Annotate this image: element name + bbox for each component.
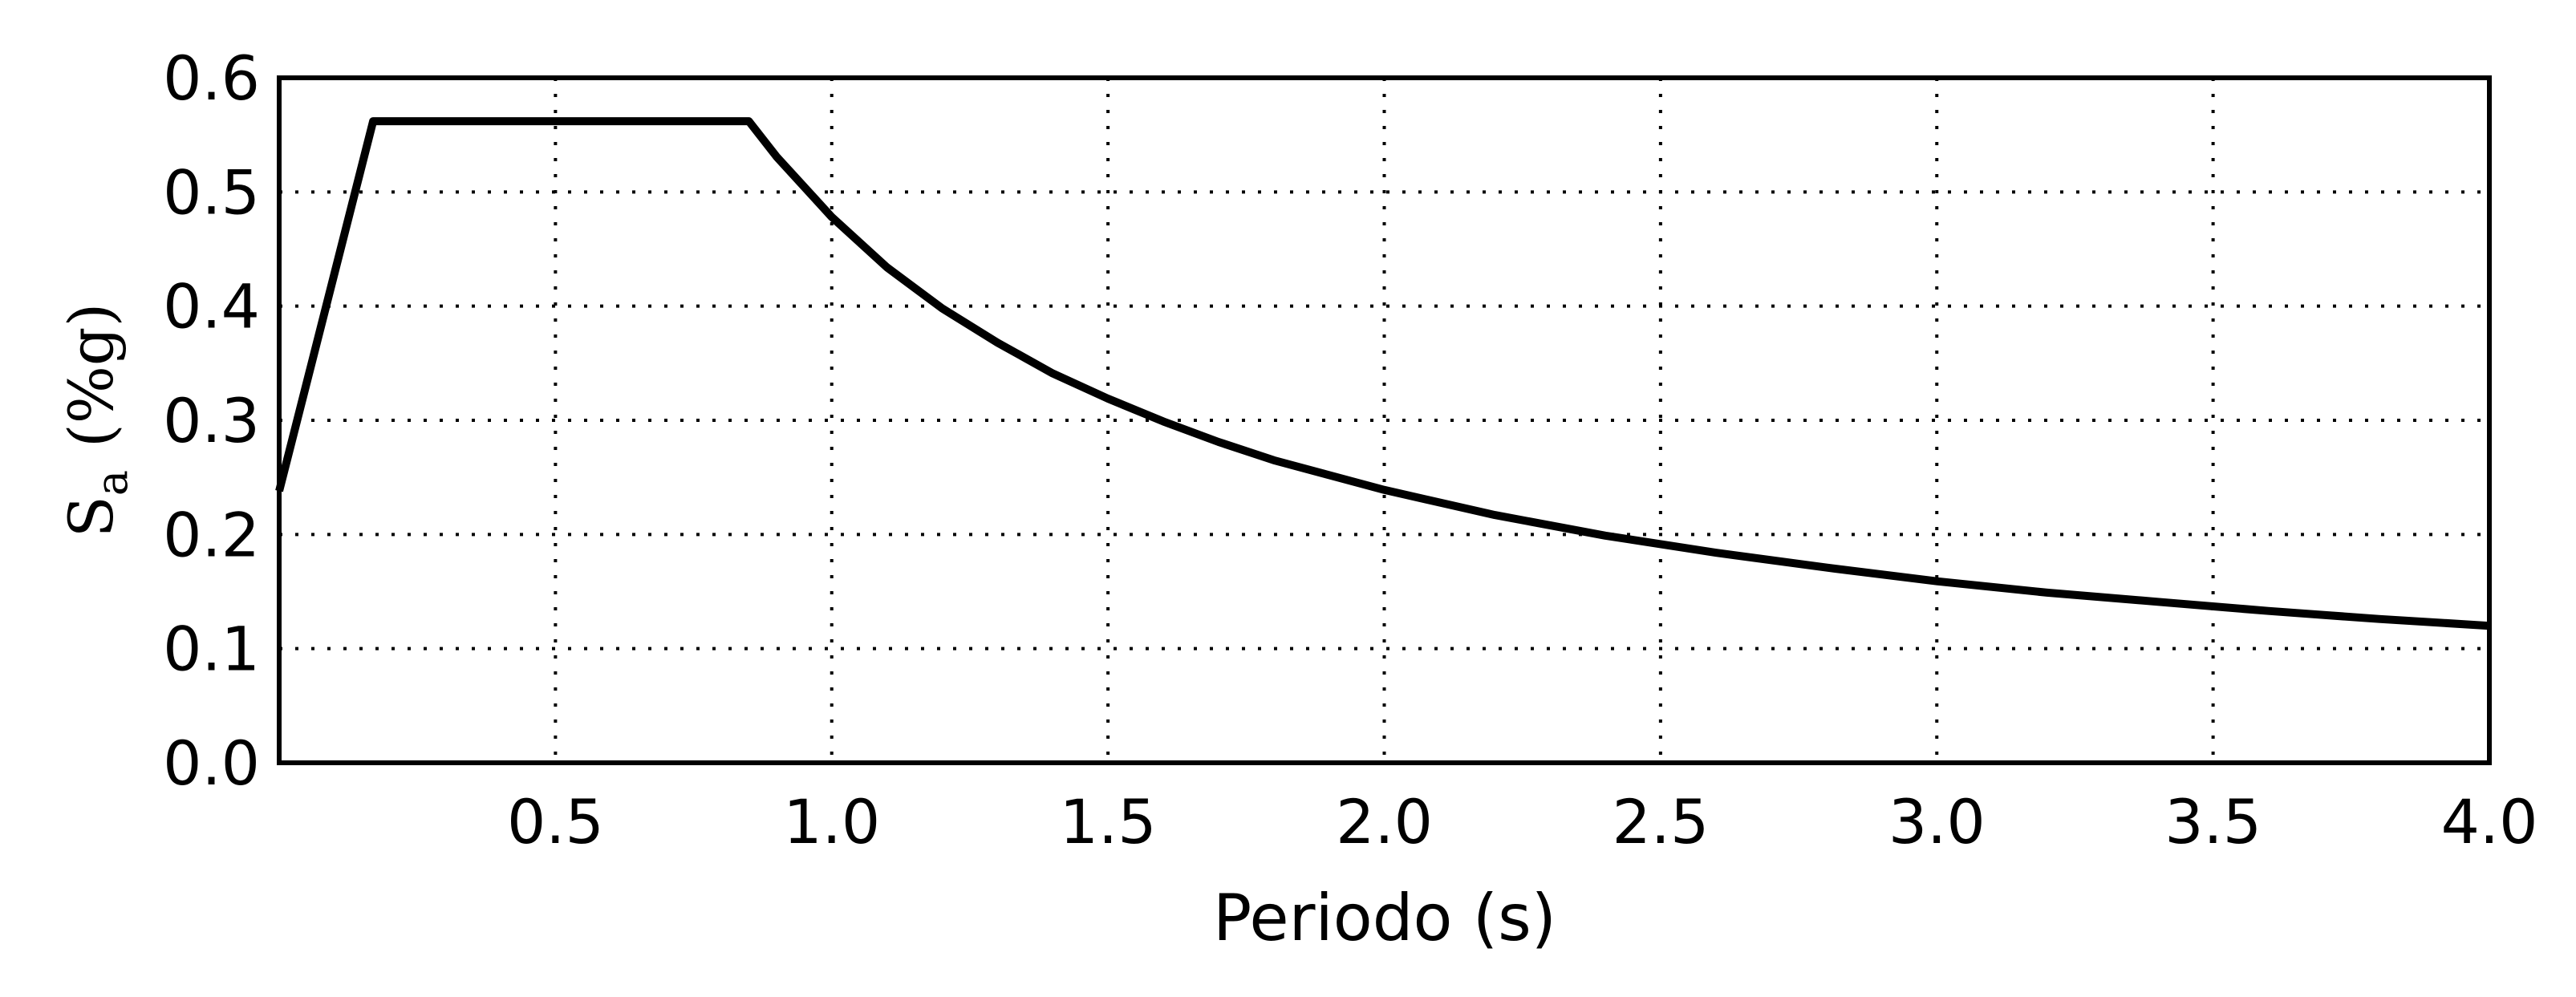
x-tick-label: 1.0 [783,786,880,857]
y-tick-label: 0.3 [163,385,260,456]
x-tick-label: 0.5 [507,786,604,857]
x-axis-label: Periodo (s) [1213,881,1556,955]
y-axis-label-symbol: S [55,496,127,537]
y-tick-label: 0.6 [163,43,260,114]
x-tick-label: 1.5 [1060,786,1157,857]
y-axis-label-subscript: a [87,470,137,496]
y-tick-label: 0.0 [163,727,260,799]
series-line-1 [275,117,2490,630]
x-tick-label: 3.0 [1888,786,1986,857]
plot-frame [277,75,2492,765]
x-tick-label: 2.0 [1336,786,1433,857]
y-tick-label: 0.4 [163,271,260,342]
y-tick-label: 0.5 [163,156,260,228]
y-axis-label-unit: (%g) [55,303,127,448]
y-tick-label: 0.2 [163,499,260,570]
series-layer [275,117,2490,630]
x-tick-label: 3.5 [2164,786,2262,857]
tick-labels: 0.5 1.0 1.5 2.0 2.5 3.0 3.5 4.0 0.0 0.1 0.2 0.3 0.4 0… [163,43,2537,857]
y-axis-label: Sa (%g) [55,303,137,537]
x-tick-label: 4.0 [2441,786,2538,857]
grid-lines [279,78,2489,763]
x-tick-label: 2.5 [1612,786,1709,857]
y-tick-label: 0.1 [163,614,260,685]
